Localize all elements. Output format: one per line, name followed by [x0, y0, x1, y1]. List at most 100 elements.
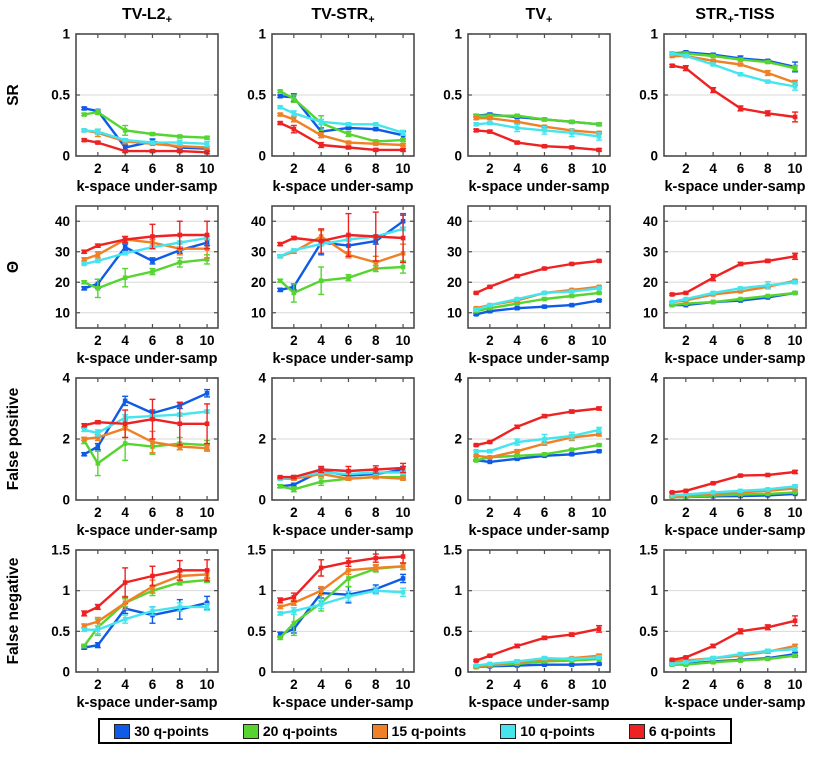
title-subscript: +	[368, 14, 375, 26]
y-tick-label: 4	[650, 371, 658, 386]
data-point	[569, 145, 575, 150]
x-axis-label: k-space under-samp	[76, 523, 217, 539]
legend-item-15-q-points: 15 q-points	[371, 723, 466, 739]
data-point	[596, 134, 602, 139]
series-10-q-points-line	[475, 287, 601, 311]
series-10-q-points	[669, 51, 799, 91]
series-6-q-points-line	[279, 466, 405, 479]
data-point	[792, 114, 798, 120]
data-point	[150, 140, 155, 145]
data-point	[487, 448, 493, 454]
x-tick-label: 10	[788, 505, 803, 520]
data-point	[177, 580, 183, 585]
subplot-r1c1: 2 4 6 8 10 0 0.5 1 k-space under-samp SR	[5, 27, 219, 195]
series-group	[277, 211, 407, 303]
series-10-q-points-line	[279, 589, 405, 615]
axes-box	[663, 205, 807, 329]
subplot-r2c2: 2 4 6 8 10 10 20 30 40 k-space under-samp	[251, 205, 415, 367]
data-point	[122, 237, 128, 242]
series-10-q-points	[473, 286, 603, 312]
data-point	[710, 290, 716, 296]
data-point	[291, 600, 297, 606]
data-point	[542, 117, 547, 122]
data-point	[738, 651, 743, 657]
x-tick-label: 8	[372, 333, 380, 348]
x-tick-label: 4	[317, 505, 325, 520]
legend-label: 20 q-points	[262, 723, 338, 739]
data-point	[569, 289, 575, 294]
data-point	[318, 132, 324, 138]
data-point	[291, 247, 297, 253]
series-6-q-points	[81, 137, 211, 155]
data-point	[473, 442, 479, 448]
subplot-cell-r4c3: 2 4 6 8 10 0 0.5 1 1.5 k-space under-samp	[422, 542, 618, 714]
x-tick-label: 8	[176, 333, 184, 348]
subplot-cell-r3c3: 2 4 6 8 10 0 2 4 k-space under-samp	[422, 370, 618, 542]
data-point	[81, 427, 87, 433]
x-tick-label: 8	[372, 505, 380, 520]
data-point	[204, 604, 210, 610]
x-tick-label: 2	[486, 333, 494, 348]
x-tick-label: 10	[592, 677, 607, 692]
series-6-q-points-line	[475, 129, 601, 152]
subplot-cell-r2c4: 2 4 6 8 10 10 20 30 40 k-space under-samp	[618, 198, 814, 370]
data-point	[318, 238, 324, 244]
data-point	[669, 302, 675, 308]
subplot-r4c1: 2 4 6 8 10 0 0.5 1 1.5 k-space under-samp False ne…	[5, 543, 219, 711]
series-6-q-points-line	[671, 255, 797, 296]
axes-box	[467, 205, 611, 329]
series-20-q-points-line	[82, 110, 209, 139]
data-point	[792, 618, 798, 624]
data-point	[373, 555, 379, 561]
y-tick-label: 4	[62, 371, 70, 386]
series-15-q-points-line	[475, 433, 601, 459]
data-point	[373, 147, 379, 153]
subplot-cell-r4c1: 2 4 6 8 10 0 0.5 1 1.5 k-space under-samp False ne…	[4, 542, 226, 714]
x-tick-label: 4	[121, 333, 129, 348]
data-point	[95, 444, 101, 449]
series-6-q-points-line	[82, 418, 209, 427]
subplot-r3c1: 2 4 6 8 10 0 2 4 k-space under-samp False positiv…	[5, 371, 219, 539]
y-tick-label: 0.5	[443, 88, 462, 103]
data-point	[346, 140, 351, 145]
data-point	[710, 299, 716, 305]
series-6-q-points-line	[82, 233, 209, 253]
data-point	[373, 234, 379, 239]
data-point	[373, 260, 379, 265]
legend-bar: 30 q-points 20 q-points 15 q-points 10 q-po…	[0, 718, 830, 744]
data-point	[514, 456, 520, 462]
series-group	[81, 220, 211, 299]
series-15-q-points-line	[82, 238, 209, 261]
plot-row-false-negative: 2 4 6 8 10 0 0.5 1 1.5 k-space under-samp False ne…	[4, 542, 830, 714]
x-tick-label: 6	[149, 505, 157, 520]
data-point	[122, 616, 128, 622]
data-point	[95, 286, 101, 291]
subplot-cell-r2c1: 2 4 6 8 10 10 20 30 40 k-space under-samp Θ	[4, 198, 226, 370]
y-tick-label: 20	[643, 275, 658, 290]
series-10-q-points	[81, 602, 211, 635]
x-axis-label: k-space under-samp	[468, 523, 609, 539]
x-axis-label: k-space under-samp	[272, 351, 413, 367]
data-point	[765, 487, 771, 492]
series-10-q-points-line	[82, 236, 209, 266]
data-point	[346, 576, 351, 581]
data-point	[373, 121, 379, 127]
data-point	[792, 643, 798, 649]
x-tick-label: 2	[682, 161, 690, 176]
legend-swatch-30-q-points	[114, 723, 131, 739]
data-point	[473, 307, 479, 312]
series-10-q-points-line	[279, 105, 405, 135]
data-point	[95, 627, 101, 633]
axes-box	[271, 205, 415, 329]
series-20-q-points-line	[475, 114, 601, 126]
data-point	[765, 111, 771, 116]
title-text: TV-L2	[122, 6, 166, 23]
data-point	[710, 58, 716, 64]
data-point	[277, 483, 283, 489]
x-tick-label: 6	[345, 161, 353, 176]
y-tick-label: 1.5	[443, 543, 462, 558]
series-20-q-points-line	[671, 491, 797, 499]
column-title: TV+	[422, 4, 618, 26]
x-tick-label: 10	[200, 161, 215, 176]
